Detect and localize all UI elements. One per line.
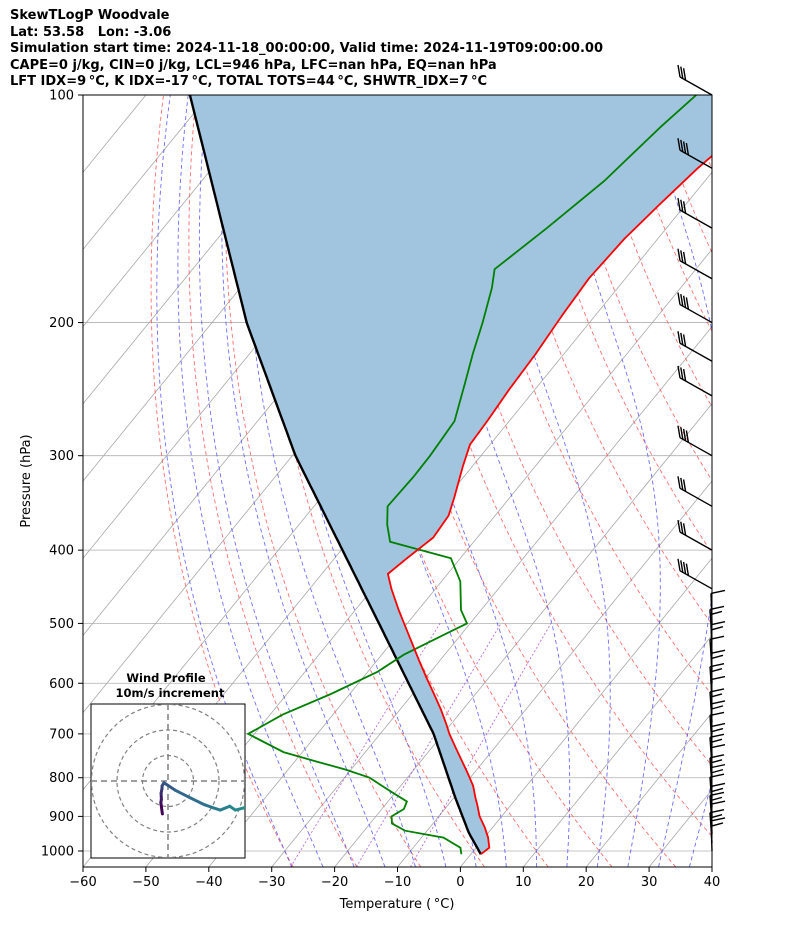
wind-barb — [677, 476, 713, 507]
isotherm — [648, 789, 712, 867]
x-tick-label: 30 — [641, 875, 658, 890]
x-tick-label: −50 — [132, 875, 159, 890]
isotherm — [522, 634, 712, 867]
y-tick-label: 400 — [49, 544, 74, 559]
dewpoint-line — [246, 95, 697, 855]
dry-adiabat — [750, 95, 794, 867]
x-tick-label: −40 — [195, 875, 222, 890]
dry-adiabat — [224, 95, 422, 867]
parcel-profile-line — [188, 95, 482, 855]
wind-barb — [677, 520, 713, 551]
moist-adiabat — [198, 95, 355, 867]
dry-adiabat — [717, 95, 794, 867]
moist-adiabat — [156, 95, 293, 867]
hodograph-segment — [241, 805, 245, 810]
title-station: SkewTLogP Woodvale — [10, 8, 170, 23]
dry-adiabat — [684, 95, 712, 171]
hodograph-segment — [162, 781, 177, 792]
hodograph-segment — [218, 804, 232, 812]
y-tick-label: 500 — [49, 617, 74, 632]
title-indices-cape: CAPE=0 j/kg, CIN=0 j/kg, LCL=946 hPa, LF… — [10, 57, 497, 73]
dry-adiabat — [651, 95, 712, 254]
y-axis-label: Pressure (hPa) — [19, 434, 34, 527]
inset-subtitle: 10m/s increment — [116, 686, 225, 700]
x-tick-label: −30 — [258, 875, 285, 890]
title-indices-lft: LFT IDX=9 °C, K IDX=-17 °C, TOTAL TOTS=4… — [10, 74, 488, 90]
inset-speed-ring — [141, 754, 195, 808]
inset-speed-ring — [116, 729, 220, 833]
x-tick-label: 0 — [456, 875, 464, 890]
wind-barb — [710, 817, 726, 852]
dry-adiabat — [456, 95, 712, 696]
hodograph-segment — [173, 788, 193, 800]
y-tick-label: 100 — [49, 89, 74, 104]
x-tick-label: −60 — [69, 875, 96, 890]
title-times: Simulation start time: 2024-11-18_00:00:… — [10, 41, 603, 57]
hodograph-segment — [189, 796, 206, 807]
dry-adiabat — [391, 95, 712, 838]
dry-adiabat — [783, 95, 794, 867]
wind-barb — [677, 292, 713, 324]
moist-adiabat — [720, 95, 794, 867]
moist-adiabat — [688, 779, 712, 867]
moist-adiabat — [177, 95, 324, 867]
y-tick-label: 700 — [49, 727, 74, 742]
title-latlon: Lat: 53.58 Lon: -3.06 — [10, 24, 172, 40]
isotherm — [271, 325, 712, 867]
wind-barb — [677, 331, 713, 362]
mixing-ratio-line — [410, 623, 552, 867]
isotherm — [775, 95, 794, 867]
chart-title-block: SkewTLogP Woodvale Lat: 53.58 Lon: -3.06 S… — [10, 8, 603, 91]
inset-title: Wind Profile — [126, 671, 206, 685]
cin-shaded-area — [189, 95, 712, 855]
wind-barb — [677, 558, 713, 590]
isotherm — [83, 95, 273, 328]
y-tick-label: 900 — [49, 810, 74, 825]
x-tick-label: 20 — [578, 875, 595, 890]
hodograph-segment — [159, 801, 164, 816]
moist-adiabat — [221, 95, 386, 867]
wind-barb — [677, 64, 713, 96]
dry-adiabat — [325, 95, 613, 867]
isotherm — [585, 711, 712, 867]
y-tick-label: 800 — [49, 771, 74, 786]
wind-barb — [710, 675, 726, 710]
moist-adiabat — [413, 95, 571, 867]
moist-adiabat — [471, 95, 611, 867]
isotherm — [711, 866, 712, 867]
y-tick-label: 300 — [49, 449, 74, 464]
wind-barb — [677, 248, 713, 280]
x-tick-label: −20 — [321, 875, 348, 890]
y-tick-label: 200 — [49, 316, 74, 331]
profile-lines — [188, 95, 712, 855]
y-tick-label: 1000 — [41, 844, 74, 859]
isotherm — [83, 95, 210, 251]
isotherm — [145, 171, 712, 867]
wind-profile-inset: Wind Profile 10m/s increment — [90, 671, 246, 859]
wind-barb — [677, 138, 713, 169]
y-tick-label: 600 — [49, 677, 74, 692]
wind-barb — [677, 425, 713, 457]
x-tick-label: −10 — [384, 875, 411, 890]
x-axis-label: Temperature ( °C) — [339, 897, 455, 912]
isotherm — [208, 248, 712, 867]
wind-barb — [677, 365, 713, 397]
temperature-line — [386, 154, 712, 855]
wind-barb — [677, 198, 713, 229]
wind-barbs — [677, 64, 726, 852]
dry-adiabat — [150, 95, 294, 867]
moist-adiabat — [546, 95, 661, 867]
x-tick-label: 10 — [515, 875, 532, 890]
inset-speed-ring — [91, 704, 245, 858]
axes: −60 −50 −40 −30 −20 −10 0 10 20 30 40 100 200 300 400 5… — [41, 89, 720, 891]
dry-adiabat — [188, 95, 358, 867]
cin-area — [189, 95, 712, 855]
x-tick-label: 40 — [704, 875, 721, 890]
isotherm — [397, 480, 712, 867]
isotherm — [460, 557, 712, 867]
